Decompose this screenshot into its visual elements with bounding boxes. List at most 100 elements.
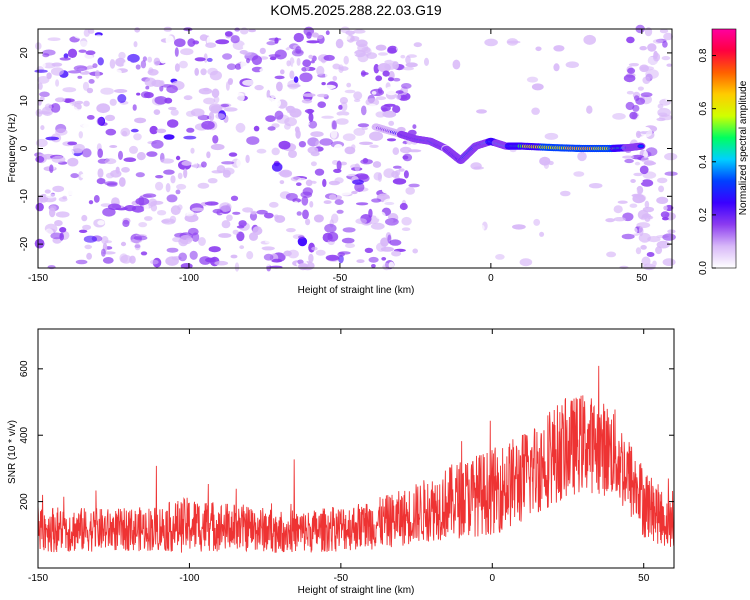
heatmap-cell xyxy=(608,193,613,201)
heatmap-cell xyxy=(624,158,634,164)
heatmap-cell xyxy=(396,94,402,100)
snr-y-ticks: 200 400 600 xyxy=(19,360,674,510)
heatmap-cell xyxy=(134,27,141,33)
heatmap-cell xyxy=(387,234,392,244)
heatmap-cell xyxy=(92,63,98,69)
heatmap-cell xyxy=(408,31,421,37)
heatmap-cell xyxy=(232,211,241,215)
heatmap-cell xyxy=(289,70,295,79)
heatmap-cell xyxy=(159,85,164,92)
spectrogram-y-label: Frequency (Hz) xyxy=(7,114,18,183)
heatmap-cell xyxy=(345,243,355,249)
heatmap-cell xyxy=(271,147,280,156)
heatmap-cell xyxy=(531,83,544,91)
heatmap-cell xyxy=(308,54,314,59)
heatmap-cell xyxy=(567,238,577,247)
heatmap-cell xyxy=(296,182,302,186)
heatmap-cell xyxy=(633,172,643,177)
heatmap-cell xyxy=(369,144,379,148)
heatmap-cell xyxy=(266,41,277,46)
heatmap-cell xyxy=(653,93,663,98)
heatmap-cell xyxy=(310,60,315,64)
heatmap-cell xyxy=(73,143,85,152)
heatmap-cell xyxy=(163,169,175,175)
heatmap-cell xyxy=(256,148,267,154)
heatmap-cell xyxy=(642,263,656,271)
heatmap-cell xyxy=(246,251,254,260)
heatmap-cell xyxy=(392,77,401,82)
colorbar-tick-label: 0.8 xyxy=(698,48,709,62)
heatmap-cell xyxy=(134,242,141,251)
heatmap-cell xyxy=(68,149,75,157)
heatmap-cell xyxy=(623,74,636,83)
heatmap-cell xyxy=(384,63,397,70)
heatmap-cell xyxy=(483,123,489,133)
heatmap-cell xyxy=(634,161,641,166)
heatmap-cell xyxy=(664,137,670,147)
heatmap-cell xyxy=(294,126,300,133)
heatmap-cell xyxy=(73,65,88,72)
heatmap-cell xyxy=(661,56,671,61)
heatmap-cell xyxy=(315,249,326,256)
heatmap-cell xyxy=(656,196,669,204)
heatmap-cell xyxy=(334,177,344,184)
heatmap-cell xyxy=(371,91,377,95)
heatmap-cell xyxy=(54,89,66,96)
tick-label: 400 xyxy=(19,426,30,443)
heatmap-cell xyxy=(638,145,644,148)
heatmap-cell xyxy=(277,41,289,49)
heatmap-cell xyxy=(170,175,176,184)
heatmap-cell xyxy=(44,189,51,194)
heatmap-cell xyxy=(271,162,283,172)
heatmap-cell xyxy=(392,165,402,169)
heatmap-cell xyxy=(570,34,578,45)
heatmap-cell xyxy=(640,127,653,138)
heatmap-cell xyxy=(86,252,92,260)
heatmap-cell xyxy=(355,252,364,262)
heatmap-cell xyxy=(45,136,59,141)
heatmap-cell xyxy=(368,256,379,263)
heatmap-cell xyxy=(307,146,319,154)
heatmap-cell xyxy=(401,227,411,231)
heatmap-cell xyxy=(383,198,395,208)
heatmap-cell xyxy=(395,45,403,53)
heatmap-cell xyxy=(355,218,368,225)
snr-frame xyxy=(37,328,675,569)
heatmap-cell xyxy=(265,115,276,122)
heatmap-cell xyxy=(626,90,634,95)
heatmap-cell xyxy=(329,26,343,35)
heatmap-cell xyxy=(583,34,596,45)
heatmap-cell xyxy=(310,131,324,138)
heatmap-cell xyxy=(36,260,44,268)
heatmap-cell xyxy=(381,257,387,261)
heatmap-cell xyxy=(112,137,121,143)
heatmap-cell xyxy=(373,63,380,74)
heatmap-cell xyxy=(366,103,379,114)
heatmap-cell xyxy=(38,248,47,257)
heatmap-cell xyxy=(332,75,338,81)
heatmap-cell xyxy=(299,72,313,83)
heatmap-cell xyxy=(80,54,94,61)
colorbar-gradient xyxy=(711,28,737,269)
heatmap-cell xyxy=(226,63,237,70)
heatmap-cell xyxy=(38,82,43,90)
spectrogram-x-ticks: -150 -100 -50 0 50 xyxy=(28,29,648,284)
heatmap-cell xyxy=(659,28,669,34)
heatmap-cell xyxy=(70,232,83,237)
heatmap-cell xyxy=(214,59,223,63)
heatmap-cell xyxy=(49,164,54,173)
heatmap-cell xyxy=(135,64,141,70)
heatmap-cell xyxy=(126,93,134,102)
heatmap-cell xyxy=(664,152,678,161)
heatmap-cell xyxy=(140,91,151,99)
heatmap-cell xyxy=(332,120,337,130)
heatmap-cell xyxy=(339,35,352,41)
heatmap-cell xyxy=(52,185,65,193)
heatmap-cell xyxy=(35,156,45,163)
heatmap-cell xyxy=(118,177,126,187)
heatmap-cell xyxy=(135,197,150,206)
heatmap-cell xyxy=(396,28,409,35)
heatmap-cell xyxy=(637,86,644,91)
heatmap-cell xyxy=(142,188,153,194)
heatmap-cell xyxy=(84,244,92,250)
